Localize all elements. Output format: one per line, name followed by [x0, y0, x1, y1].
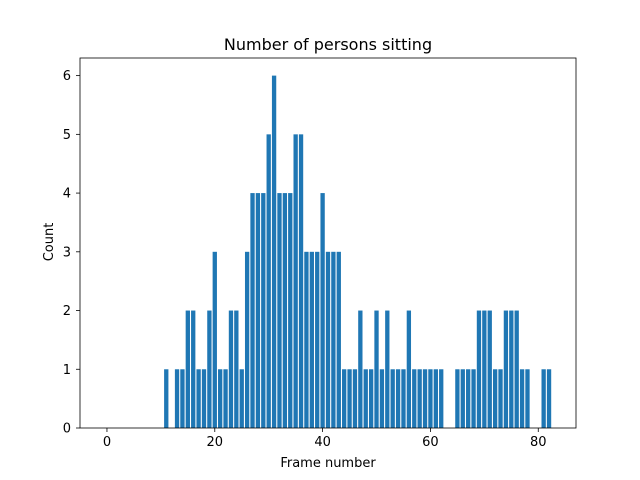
bar-frame-23 [228, 310, 234, 428]
bar-frame-14 [180, 369, 185, 428]
bar-frame-22 [223, 369, 228, 428]
bar-frame-70 [482, 310, 487, 428]
bar-frame-51 [379, 369, 385, 428]
bar-frame-16 [191, 310, 196, 428]
bar-frame-13 [174, 369, 180, 428]
bar-frame-26 [244, 251, 250, 428]
x-tick-label: 80 [530, 435, 547, 450]
chart-title: Number of persons sitting [224, 35, 432, 54]
bar-frame-42 [331, 251, 336, 428]
bar-frame-74 [503, 310, 509, 428]
bar-frame-40 [320, 193, 325, 428]
bar-frame-34 [288, 193, 293, 428]
bar-frame-27 [250, 193, 255, 428]
bar-frame-50 [374, 310, 379, 428]
bar-frame-48 [363, 369, 368, 428]
bar-frame-33 [282, 193, 288, 428]
x-axis-label: Frame number [280, 456, 376, 471]
y-tick-label: 4 [63, 187, 71, 202]
y-tick-label: 5 [63, 128, 71, 143]
bars-group [164, 75, 552, 428]
x-tick-label: 20 [207, 435, 224, 450]
x-axis-ticks: 0 20 40 60 80 [103, 428, 547, 450]
y-tick-label: 2 [63, 304, 71, 319]
x-tick-label: 60 [422, 435, 439, 450]
bar-frame-72 [492, 369, 498, 428]
bar-frame-45 [347, 369, 352, 428]
bar-frame-38 [309, 251, 314, 428]
bar-frame-73 [498, 369, 503, 428]
bar-frame-18 [201, 369, 207, 428]
bar-frame-65 [455, 369, 460, 428]
bar-frame-30 [266, 134, 271, 428]
bar-frame-77 [519, 369, 525, 428]
bar-frame-35 [293, 134, 298, 428]
y-axis-ticks: 0 1 2 3 4 5 6 [63, 69, 80, 437]
bar-frame-11 [164, 369, 169, 428]
bar-frame-21 [218, 369, 223, 428]
bar-frame-31 [271, 75, 277, 428]
bar-frame-49 [368, 369, 374, 428]
bar-frame-57 [412, 369, 417, 428]
bar-frame-39 [315, 251, 320, 428]
bar-frame-37 [304, 251, 309, 428]
bar-frame-29 [261, 193, 266, 428]
bar-frame-47 [358, 310, 363, 428]
bar-frame-46 [352, 369, 358, 428]
bar-frame-58 [417, 369, 422, 428]
bar-frame-59 [422, 369, 428, 428]
bar-frame-43 [336, 251, 341, 428]
bar-frame-71 [487, 310, 492, 428]
y-tick-label: 0 [63, 422, 71, 437]
bar-frame-28 [255, 193, 261, 428]
bar-frame-24 [234, 310, 239, 428]
y-tick-label: 1 [63, 363, 71, 378]
bar-frame-41 [325, 251, 331, 428]
bar-frame-15 [185, 310, 190, 428]
bar-frame-67 [466, 369, 471, 428]
bar-frame-56 [406, 310, 412, 428]
bar-frame-32 [277, 193, 282, 428]
bar-frame-44 [342, 369, 347, 428]
bar-frame-82 [546, 369, 552, 428]
bar-frame-17 [196, 369, 201, 428]
bar-frame-20 [212, 251, 217, 428]
x-tick-label: 40 [314, 435, 331, 450]
bar-frame-62 [439, 369, 444, 428]
bar-frame-66 [460, 369, 465, 428]
y-axis-label: Count [42, 223, 57, 262]
bar-frame-53 [390, 369, 395, 428]
bar-frame-52 [385, 310, 390, 428]
bar-frame-60 [428, 369, 433, 428]
bar-frame-55 [401, 369, 406, 428]
bar-frame-19 [207, 310, 212, 428]
x-tick-label: 0 [103, 435, 111, 450]
y-tick-label: 6 [63, 69, 71, 84]
bar-frame-75 [509, 310, 514, 428]
bar-frame-69 [476, 310, 482, 428]
bar-frame-54 [395, 369, 401, 428]
bar-frame-78 [525, 369, 530, 428]
bar-frame-25 [239, 369, 244, 428]
bar-frame-81 [541, 369, 546, 428]
bar-frame-36 [298, 134, 304, 428]
plot-frame [79, 57, 577, 429]
bar-frame-76 [514, 310, 519, 428]
y-tick-label: 3 [63, 245, 71, 260]
bar-frame-61 [433, 369, 438, 428]
bar-frame-68 [471, 369, 476, 428]
